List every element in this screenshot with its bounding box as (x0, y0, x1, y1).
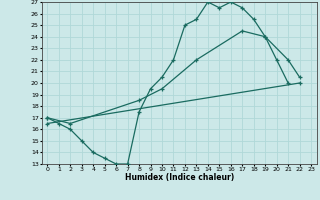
X-axis label: Humidex (Indice chaleur): Humidex (Indice chaleur) (124, 173, 234, 182)
